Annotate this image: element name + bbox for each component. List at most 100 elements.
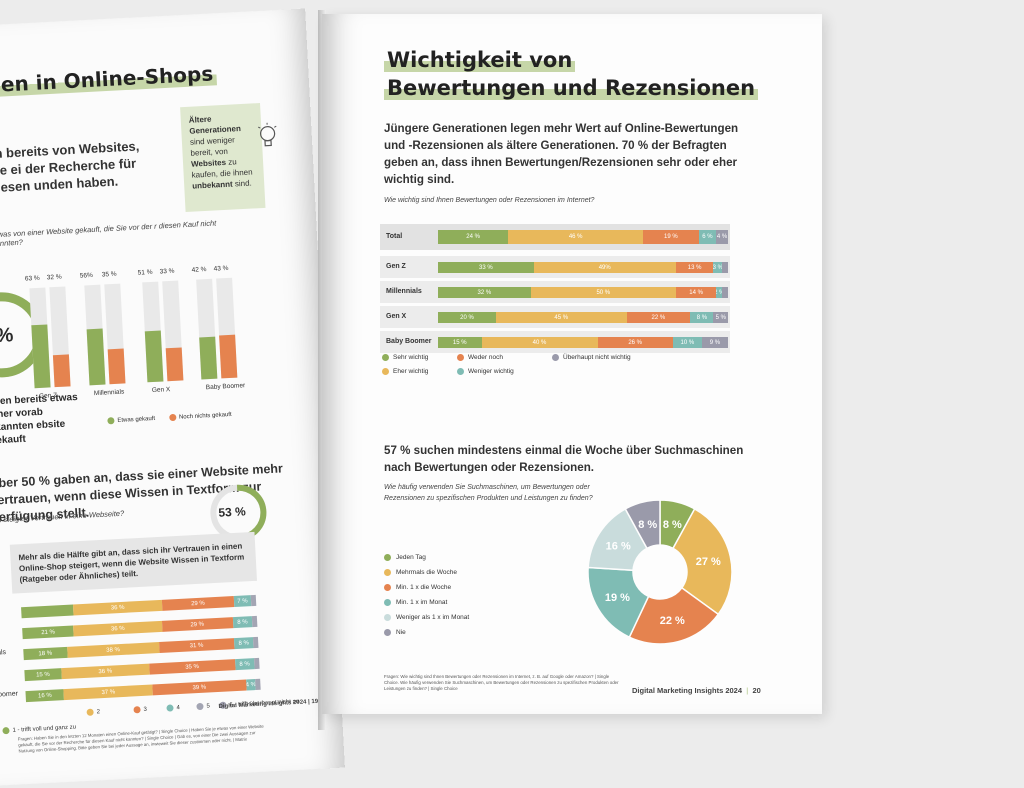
vbar [142, 282, 163, 383]
hbar-segment: 8 % [234, 637, 254, 649]
bar-segment: 50 % [531, 287, 676, 298]
vbar-value-label: 33 % [160, 268, 175, 276]
lightbulb-icon [256, 122, 280, 153]
frequency-donut-chart: 8 %27 %22 %19 %16 %8 % [580, 492, 740, 652]
left-page-lead: en bereits von Websites, die ei der Rech… [0, 136, 159, 196]
vbar-value-label: 56% [80, 272, 93, 280]
legend-dot [384, 554, 391, 561]
vbar-legend-item: Noch nichts gekauft [169, 411, 232, 421]
donut-label: 19 % [605, 592, 630, 604]
bar-segment: 6 % [699, 230, 717, 244]
bar-segment: 3 % [713, 262, 722, 273]
legend-label: 3 [143, 706, 147, 712]
vbar-value-label: 32 % [47, 274, 62, 282]
legend-item: Min. 1 x die Woche [384, 580, 469, 595]
legend-label: Min. 1 x die Woche [396, 584, 451, 591]
right-page: Wichtigkeit von Bewertungen und Rezensio… [322, 14, 822, 714]
bar-row-label: Total [386, 233, 402, 240]
legend-label: Weniger wichtig [468, 368, 514, 375]
bar-segment: 45 % [496, 312, 627, 323]
hbar-segment: 36 % [73, 621, 162, 637]
legend-dot [384, 599, 391, 606]
bar-row: Gen Z33 %49%13 %3 % [380, 256, 730, 278]
bar-segment [722, 287, 728, 298]
bar-segment: 32 % [438, 287, 531, 298]
legend-dot [552, 354, 559, 361]
donut-label: 8 % [663, 519, 682, 531]
hbar-segment: 36 % [61, 664, 150, 680]
frequency-legend: Jeden Tag Mehrmals die Woche Min. 1 x die … [384, 550, 469, 640]
vbar-value-label: 43 % [213, 265, 228, 273]
bar-segment: 49% [534, 262, 676, 273]
hbar-segment [253, 637, 258, 648]
bar-segment: 14 % [676, 287, 717, 298]
legend-label: Überhaupt nicht wichtig [563, 354, 631, 361]
hbar-segment: 8 % [235, 658, 255, 670]
callout-text: sind weniger bereit, von [190, 135, 235, 157]
bar-segment: 4 % [716, 230, 728, 244]
hbar-segment: 8 % [232, 616, 252, 628]
chart1-question: Wie wichtig sind Ihnen Bewertungen oder … [384, 197, 594, 204]
legend-dot [2, 727, 9, 734]
hbar-segment: 36 % [73, 600, 163, 616]
footer-separator: | [746, 686, 748, 695]
legend-dot [166, 704, 173, 711]
gauge2-value: 53 % [218, 504, 246, 519]
legend-label: Noch nichts gekauft [179, 411, 232, 420]
hbar-segment: 38 % [67, 642, 159, 658]
footer-title: Digital Marketing Insights 2024 [632, 686, 742, 695]
hbar-row-label: Baby Boomer [0, 690, 18, 699]
legend-dot [384, 629, 391, 636]
page-title: Wichtigkeit von Bewertungen und Rezensio… [384, 46, 758, 102]
legend-item: Jeden Tag [384, 550, 469, 565]
bar-segment: 5 % [713, 312, 728, 323]
vbar-fill [87, 329, 106, 386]
legend-dot [382, 368, 389, 375]
title-line: Wichtigkeit von [384, 48, 575, 72]
callout-bold: Generationen [189, 124, 241, 136]
legend-label: Nie [396, 629, 406, 636]
legend-item: 4 [166, 704, 180, 712]
legend-item: Überhaupt nicht wichtig [552, 354, 631, 361]
legend-dot [133, 706, 140, 713]
legend-label: Etwas gekauft [117, 415, 155, 423]
hbar-row-label: Millennials [0, 649, 6, 658]
hbar-segment [255, 679, 260, 690]
hbar-segment: 15 % [24, 668, 61, 681]
legend-dot [384, 569, 391, 576]
legend-item: Min. 1 x im Monat [384, 595, 469, 610]
bar-segment: 20 % [438, 312, 496, 323]
left-hbar-chart: 36 %29 %7 %Gen Z21 %36 %29 %8 %Millennia… [21, 592, 266, 709]
vbar-group [84, 283, 131, 385]
legend-label: 4 [176, 705, 180, 711]
vbar [162, 281, 183, 382]
hbar-segment: 39 % [152, 680, 246, 696]
legend-item: 5 [196, 702, 210, 710]
legend-item: Weder noch [457, 354, 503, 361]
hbar-segment: 29 % [161, 617, 232, 632]
bar-track: 33 %49%13 %3 % [438, 262, 728, 273]
vbar-category-label: Millennials [94, 389, 125, 398]
legend-dot [169, 414, 176, 421]
vbar-value-label: 51 % [138, 269, 153, 277]
legend-dot [384, 584, 391, 591]
vbar [49, 286, 70, 387]
vbar-fill [108, 348, 126, 384]
bar-segment: 33 % [438, 262, 534, 273]
legend-label: Weder noch [468, 354, 503, 361]
legend-item: Weniger wichtig [457, 368, 514, 375]
bar-track: 20 %45 %22 %8 %5 % [438, 312, 728, 323]
hbar-segment [251, 595, 257, 606]
page-number: 20 [752, 686, 760, 695]
legend-label: Mehrmals die Woche [396, 569, 457, 576]
hbar-segment: 35 % [149, 659, 235, 674]
bar-row-label: Baby Boomer [386, 338, 432, 345]
lead-paragraph: Jüngere Generationen legen mehr Wert auf… [384, 120, 744, 188]
bar-segment: 15 % [438, 337, 482, 348]
vbar-category-label: Gen X [152, 386, 171, 394]
vbar-value-label: 35 % [102, 271, 117, 279]
